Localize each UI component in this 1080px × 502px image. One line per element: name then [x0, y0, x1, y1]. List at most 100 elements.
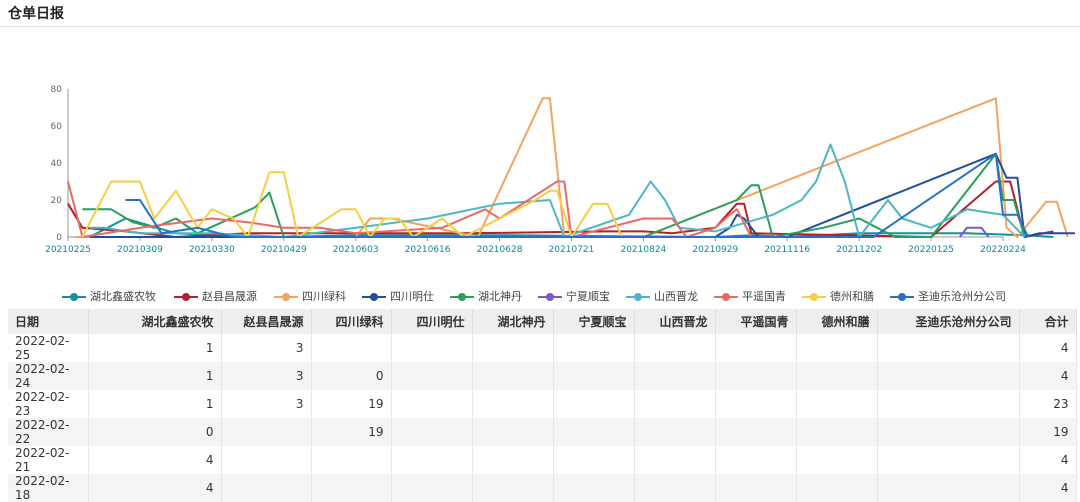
- legend-label: 湖北鑫盛农牧: [90, 290, 156, 303]
- y-tick-label: 20: [51, 196, 63, 206]
- column-header: 湖北神丹: [472, 309, 554, 334]
- table-cell: [553, 390, 635, 418]
- table-cell: 4: [88, 446, 222, 474]
- column-header: 平遥国青: [715, 309, 797, 334]
- table-cell: 4: [1019, 362, 1077, 390]
- x-tick-label: 20210929: [692, 245, 738, 255]
- table-header-row: 日期 湖北鑫盛农牧 赵县昌晟源 四川绿科 四川明仕 湖北神丹 宁夏顺宝 山西晋龙 平遥国青 德州和…: [8, 309, 1077, 334]
- table-cell: [221, 446, 312, 474]
- legend-dot-marker: [634, 293, 642, 301]
- table-cell: [472, 334, 554, 362]
- table-cell: 4: [1019, 474, 1077, 502]
- table-cell: [796, 334, 878, 362]
- table-cell: [796, 362, 878, 390]
- table-cell: [472, 446, 554, 474]
- legend-dot-marker: [810, 293, 818, 301]
- table-cell: 19: [311, 418, 392, 446]
- column-header: 四川绿科: [311, 309, 392, 334]
- column-header: 圣迪乐沧州分公司: [877, 309, 1020, 334]
- legend-dot-marker: [898, 293, 906, 301]
- table-cell: 1: [88, 362, 222, 390]
- table-cell: [391, 474, 473, 502]
- table-cell: [391, 418, 473, 446]
- table-cell: [311, 474, 392, 502]
- table-cell: [715, 418, 797, 446]
- y-tick-label: 60: [51, 122, 63, 132]
- legend-label: 德州和膳: [830, 290, 874, 303]
- table-cell: 3: [221, 362, 312, 390]
- table-cell: [553, 446, 635, 474]
- table-cell: [877, 418, 1020, 446]
- table-cell: [634, 418, 716, 446]
- table-cell: 2022-02-18: [8, 474, 89, 502]
- warehouse-receipt-table: 日期 湖北鑫盛农牧 赵县昌晟源 四川绿科 四川明仕 湖北神丹 宁夏顺宝 山西晋龙 平遥国青 德州和…: [8, 309, 1077, 502]
- table-row: 2022-02-24 1 3 0 4: [8, 362, 1077, 390]
- legend-label: 平遥国青: [742, 290, 786, 303]
- x-tick-label: 20210309: [117, 245, 163, 255]
- table-cell: 2022-02-24: [8, 362, 89, 390]
- legend-dot-marker: [182, 293, 190, 301]
- x-tick-label: 20210330: [189, 245, 235, 255]
- legend-label: 山西晋龙: [654, 290, 698, 303]
- table-cell: [877, 446, 1020, 474]
- table-cell: 4: [1019, 446, 1077, 474]
- x-tick-label: 20210824: [620, 245, 666, 255]
- table-cell: 2022-02-22: [8, 418, 89, 446]
- page-title: 仓单日报: [8, 6, 64, 22]
- table-cell: [796, 418, 878, 446]
- series-line: [959, 226, 990, 238]
- table-cell: [311, 446, 392, 474]
- x-tick-label: 20220224: [980, 245, 1026, 255]
- table-cell: [472, 362, 554, 390]
- table-cell: [311, 334, 392, 362]
- line-chart: 0 20 40 60 80 20210225 20210309 20210330 2021042…: [45, 85, 1075, 255]
- table-cell: 3: [221, 334, 312, 362]
- legend-label: 圣迪乐沧州分公司: [918, 290, 1006, 303]
- column-header: 山西晋龙: [634, 309, 716, 334]
- table-cell: 1: [88, 390, 222, 418]
- legend-label: 赵县昌晟源: [202, 290, 257, 303]
- x-tick-label: 20210603: [333, 245, 379, 255]
- legend-dot-marker: [458, 293, 466, 301]
- table-cell: [634, 446, 716, 474]
- table-cell: 3: [221, 390, 312, 418]
- x-tick-label: 20210429: [261, 245, 307, 255]
- table-row: 2022-02-23 1 3 19 23: [8, 390, 1077, 418]
- table-cell: [553, 334, 635, 362]
- legend-dot-marker: [722, 293, 730, 301]
- legend-dot-marker: [70, 293, 78, 301]
- table-cell: [877, 390, 1020, 418]
- table-cell: [221, 474, 312, 502]
- x-tick-label: 20210616: [405, 245, 451, 255]
- column-header: 湖北鑫盛农牧: [88, 309, 222, 334]
- y-tick-label: 80: [51, 85, 63, 95]
- table-cell: [391, 362, 473, 390]
- x-tick-label: 20211202: [836, 245, 882, 255]
- table-row: 2022-02-18 4 4: [8, 474, 1077, 502]
- table-row: 2022-02-22 0 19 19: [8, 418, 1077, 446]
- table-cell: [634, 390, 716, 418]
- legend-label: 四川绿科: [302, 290, 346, 303]
- series-line: [75, 97, 1069, 238]
- table-cell: 2022-02-23: [8, 390, 89, 418]
- table-cell: [634, 474, 716, 502]
- legend-dot-marker: [282, 293, 290, 301]
- title-divider: [0, 26, 1080, 27]
- legend-dot-marker: [370, 293, 378, 301]
- column-header: 德州和膳: [796, 309, 878, 334]
- y-tick-label: 40: [51, 159, 63, 169]
- table-cell: [715, 362, 797, 390]
- table-cell: 4: [1019, 334, 1077, 362]
- series-line: [125, 152, 1030, 238]
- legend-label: 宁夏顺宝: [566, 290, 610, 303]
- column-header: 合计: [1019, 309, 1077, 334]
- table-cell: [877, 362, 1020, 390]
- table-cell: [391, 390, 473, 418]
- column-header: 赵县昌晟源: [221, 309, 312, 334]
- table-cell: [715, 446, 797, 474]
- x-tick-label: 20210225: [45, 245, 91, 255]
- table-body: 2022-02-25 1 3 4 2022-02-24 1 3 0 4 2022-02-23 1 3 1…: [8, 334, 1077, 502]
- column-header: 宁夏顺宝: [553, 309, 635, 334]
- table-row: 2022-02-25 1 3 4: [8, 334, 1077, 362]
- x-tick-label: 20211116: [764, 245, 810, 255]
